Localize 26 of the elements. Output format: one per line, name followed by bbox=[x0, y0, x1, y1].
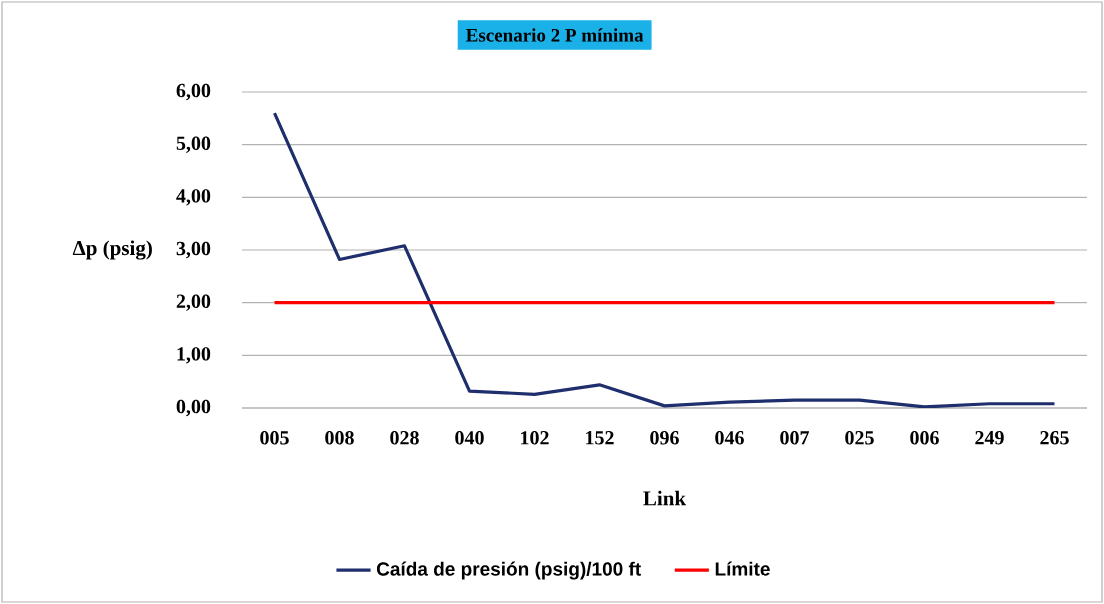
x-tick-label: 006 bbox=[910, 431, 939, 445]
x-tick-label: 025 bbox=[845, 431, 874, 445]
y-tick-label: 0,00 bbox=[176, 399, 211, 417]
y-tick-label: 5,00 bbox=[176, 136, 211, 153]
y-tick-label: 2,00 bbox=[176, 294, 211, 311]
x-tick-label: 007 bbox=[780, 431, 809, 445]
x-tick-label: 265 bbox=[1040, 431, 1069, 445]
x-tick-label: 102 bbox=[521, 431, 549, 445]
y-tick-label: 3,00 bbox=[176, 241, 211, 259]
x-tick-label: 040 bbox=[455, 431, 484, 445]
x-tick-label: 046 bbox=[715, 431, 744, 445]
x-axis-title: Link bbox=[643, 490, 687, 506]
line-series bbox=[272, 111, 1057, 408]
x-tick-label: 008 bbox=[325, 431, 354, 445]
x-tick-label: 005 bbox=[260, 431, 289, 445]
x-tick-label: 249 bbox=[975, 431, 1004, 445]
y-tick-label: 4,00 bbox=[176, 189, 211, 206]
legend-label: Caída de presión (psig)/100 ft bbox=[376, 561, 641, 580]
legend-label: Límite bbox=[715, 561, 770, 576]
chart-title: Escenario 2 P mínima bbox=[466, 28, 644, 42]
x-tick-label: 096 bbox=[650, 431, 679, 445]
x-tick-label: 152 bbox=[586, 431, 614, 445]
x-tick-label: 028 bbox=[390, 431, 419, 445]
y-tick-label: 6,00 bbox=[176, 83, 211, 101]
y-axis-title: Δp (psig) bbox=[72, 240, 152, 260]
y-tick-label: 1,00 bbox=[177, 347, 211, 364]
